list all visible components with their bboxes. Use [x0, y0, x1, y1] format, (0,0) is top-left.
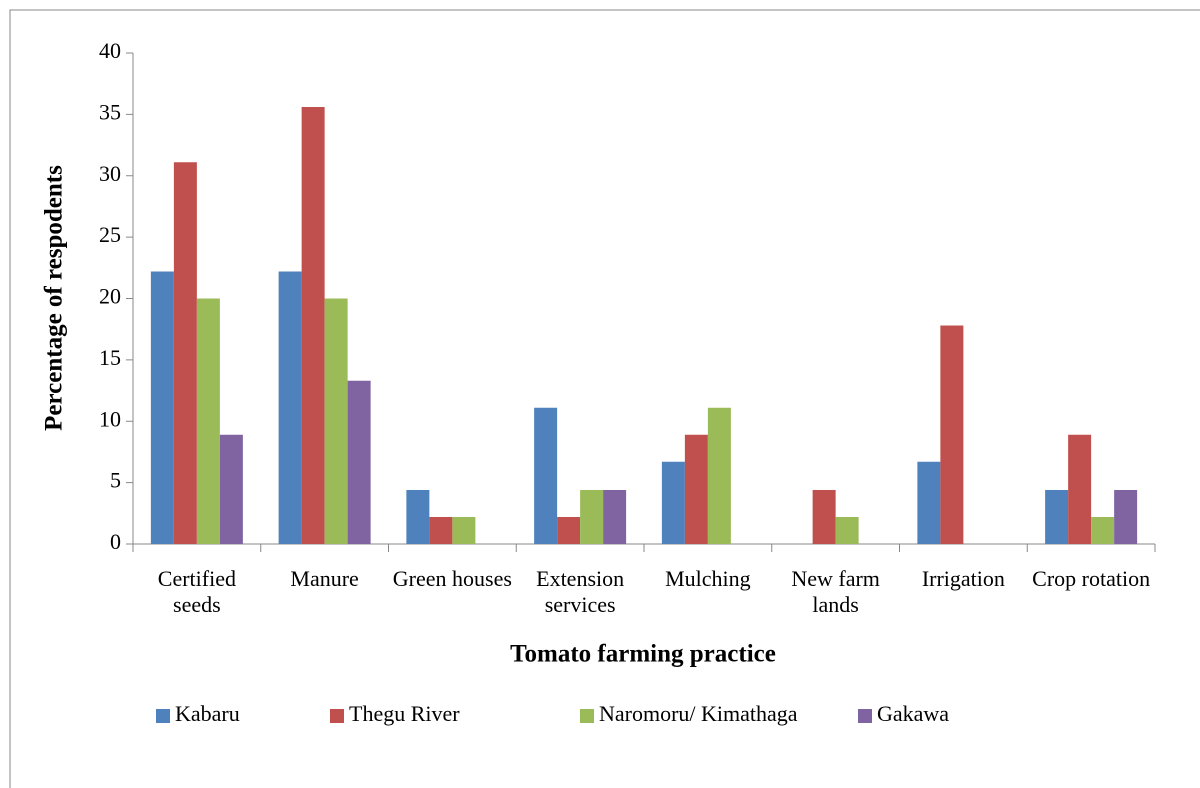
bar: [1091, 516, 1115, 544]
legend-label: Kabaru: [175, 701, 240, 726]
y-tick-label: 30: [99, 161, 121, 186]
x-tick-label: Manure: [290, 566, 359, 591]
bar: [1068, 434, 1092, 544]
legend-label: Naromoru/ Kimathaga: [599, 701, 798, 726]
y-tick-label: 10: [99, 406, 121, 431]
bar: [684, 434, 708, 544]
bar: [707, 407, 731, 544]
legend-swatch: [858, 709, 872, 723]
x-tick-label: Mulching: [665, 566, 751, 591]
bar: [150, 271, 174, 544]
bar: [452, 516, 476, 544]
bar: [1114, 489, 1138, 544]
legend-swatch: [330, 709, 344, 723]
x-tick-label: Crop rotation: [1032, 566, 1151, 591]
y-tick-label: 25: [99, 222, 121, 247]
bar: [301, 107, 325, 544]
bar: [940, 325, 964, 544]
y-tick-label: 15: [99, 345, 121, 370]
bar: [347, 380, 371, 544]
bar: [219, 434, 243, 544]
legend-swatch: [580, 709, 594, 723]
bar: [278, 271, 302, 544]
y-tick-label: 35: [99, 99, 121, 124]
chart-border: [9, 9, 1200, 788]
x-axis-title: Tomato farming practice: [510, 641, 776, 668]
bar: [835, 516, 859, 544]
y-axis-title: Percentage of respodents: [41, 165, 68, 431]
x-tick-label: Irrigation: [921, 566, 1005, 591]
legend-label: Thegu River: [349, 701, 460, 726]
x-tick-label: Certified seeds: [157, 566, 236, 617]
bar: [534, 407, 558, 544]
bar: [603, 489, 627, 544]
bar: [557, 516, 581, 544]
bar: [196, 298, 220, 544]
y-tick-label: 5: [110, 468, 121, 493]
bar: [1045, 489, 1069, 544]
bar: [917, 461, 941, 544]
x-tick-label: New farm lands: [791, 566, 880, 617]
bar: [173, 162, 197, 544]
x-tick-label: Extension services: [536, 566, 625, 617]
legend-label: Gakawa: [877, 701, 949, 726]
y-tick-label: 40: [99, 38, 121, 63]
bar: [812, 489, 836, 544]
y-tick-label: 0: [110, 529, 121, 554]
bar: [661, 461, 685, 544]
legend-swatch: [156, 709, 170, 723]
bar: [580, 489, 604, 544]
bar: [324, 298, 348, 544]
bar: [429, 516, 453, 544]
bar: [406, 489, 430, 544]
x-tick-label: Green houses: [392, 566, 512, 591]
y-tick-label: 20: [99, 284, 121, 309]
